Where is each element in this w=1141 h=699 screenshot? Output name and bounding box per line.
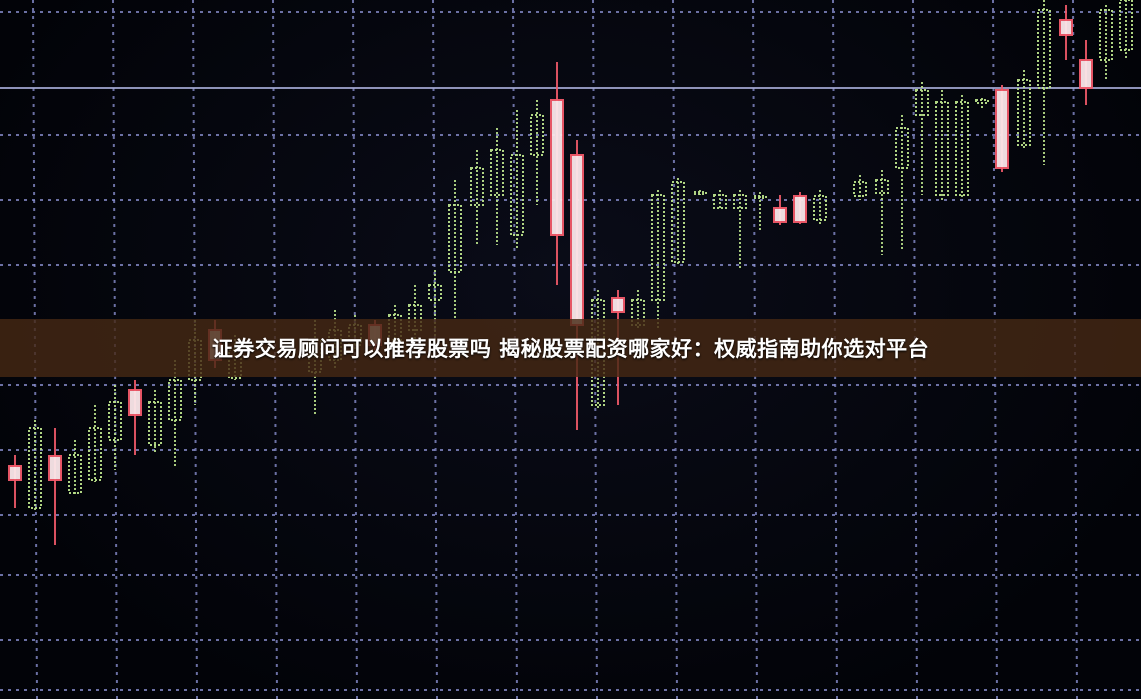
candle-body-down	[611, 297, 625, 313]
candle-body-up	[530, 114, 544, 156]
candle-body-up	[753, 195, 767, 199]
candle-body-down	[995, 89, 1009, 169]
candle-body-up	[1017, 79, 1031, 146]
candle-body-down	[773, 207, 787, 223]
candle-body-up	[108, 401, 122, 441]
candle-body-up	[853, 181, 867, 197]
candle-body-up	[631, 299, 645, 326]
candle-body-down	[8, 465, 22, 481]
candle-body-up	[713, 194, 727, 209]
candle-body-up	[693, 191, 707, 195]
candle-body-up	[28, 427, 42, 509]
candle-body-down	[48, 455, 62, 481]
candle-body-up	[168, 379, 182, 421]
candle-body-down	[1059, 19, 1073, 36]
candle-body-up	[448, 204, 462, 273]
candle-body-down	[793, 195, 807, 223]
candle-body-up	[733, 194, 747, 209]
candle-body-up	[955, 101, 969, 196]
candle-body-up	[895, 127, 909, 169]
candle-body-up	[651, 194, 665, 301]
candle-body-up	[88, 427, 102, 481]
candle-body-up	[510, 154, 524, 236]
candle-body-up	[428, 284, 442, 301]
title-banner: 证券交易顾问可以推荐股票吗 揭秘股票配资哪家好：权威指南助你选对平台	[0, 319, 1141, 377]
candle-body-up	[935, 101, 949, 196]
candle-body-up	[1099, 9, 1113, 61]
candle-body-down	[128, 389, 142, 416]
candle-body-down	[1079, 59, 1093, 89]
candle-body-up	[1037, 9, 1051, 89]
candle-body-up	[671, 181, 685, 263]
candle-body-down	[550, 99, 564, 236]
candle-body-up	[490, 149, 504, 196]
candle-body-up	[975, 99, 989, 104]
article-title: 证券交易顾问可以推荐股票吗 揭秘股票配资哪家好：权威指南助你选对平台	[211, 337, 930, 361]
candle-body-down	[570, 154, 584, 326]
candle-body-up	[408, 304, 422, 331]
candle-body-up	[148, 401, 162, 446]
candle-body-up	[915, 89, 929, 116]
candle-body-up	[470, 167, 484, 206]
candle-body-up	[1119, 0, 1133, 51]
candle-body-up	[813, 195, 827, 221]
candle-body-up	[875, 179, 889, 194]
candle-body-up	[68, 454, 82, 494]
